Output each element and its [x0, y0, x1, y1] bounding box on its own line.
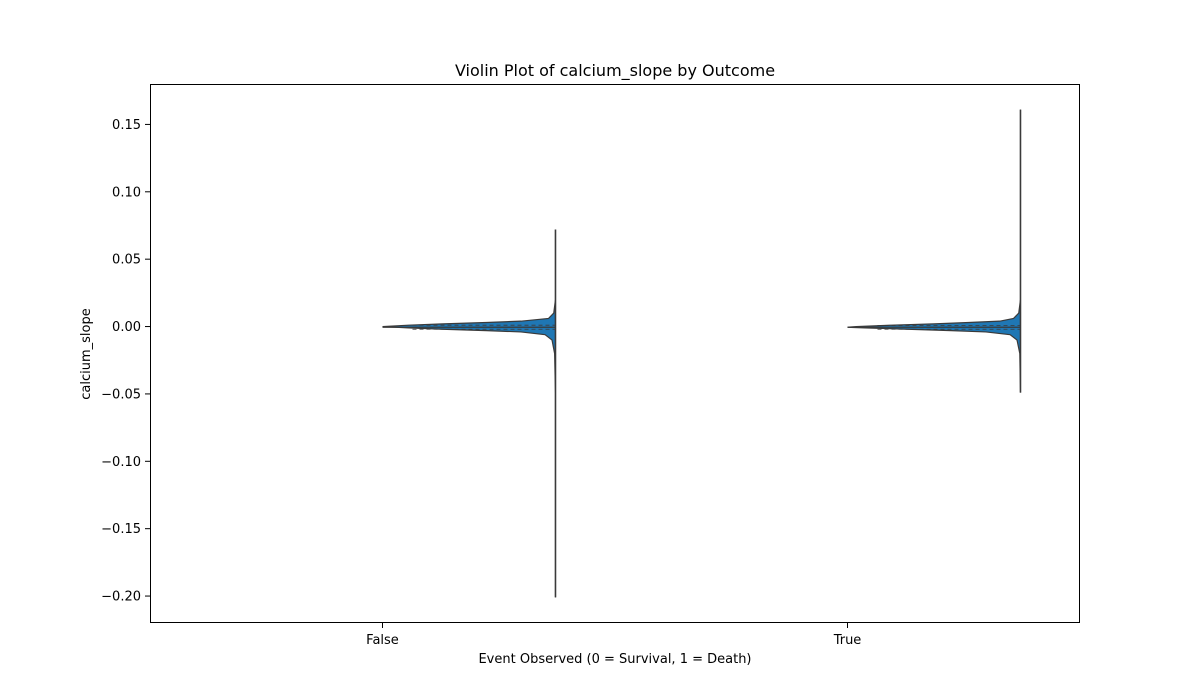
y-tick-label: 0.00	[112, 320, 141, 335]
violin-body	[847, 109, 1022, 393]
violin-true	[847, 109, 1022, 393]
violins-layer	[382, 109, 1022, 598]
y-tick-label: 0.05	[112, 253, 141, 268]
violin-body	[382, 229, 557, 598]
y-tick-label: 0.15	[112, 118, 141, 133]
y-tick-label: −0.20	[101, 590, 141, 605]
x-tick-label-false: False	[366, 633, 399, 648]
plot-frame	[150, 84, 1080, 623]
y-tick-label: −0.05	[101, 387, 141, 402]
chart-title: Violin Plot of calcium_slope by Outcome	[455, 61, 775, 81]
x-axis-label: Event Observed (0 = Survival, 1 = Death)	[478, 652, 751, 667]
x-axis: False True	[366, 623, 861, 648]
violin-false	[382, 229, 557, 598]
y-tick-label: −0.10	[101, 455, 141, 470]
y-tick-label: 0.10	[112, 185, 141, 200]
y-axis: 0.15 0.10 0.05 0.00 −0.05 −0.10 −0.15 −0.20	[101, 118, 150, 605]
x-tick-label-true: True	[833, 633, 862, 648]
y-tick-label: −0.15	[101, 522, 141, 537]
y-axis-label: calcium_slope	[79, 308, 94, 399]
